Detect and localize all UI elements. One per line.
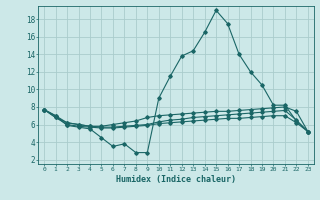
X-axis label: Humidex (Indice chaleur): Humidex (Indice chaleur) [116,175,236,184]
